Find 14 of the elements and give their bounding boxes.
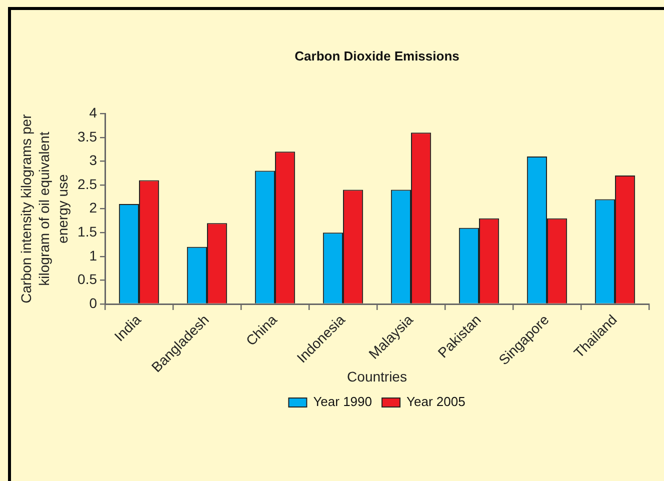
legend-label: Year 2005 <box>406 394 466 410</box>
y-tick-label: 3 <box>89 152 98 168</box>
legend-label: Year 1990 <box>313 394 372 410</box>
y-tick-label: 1 <box>89 247 98 264</box>
chart-title: Carbon Dioxide Emissions <box>294 48 460 64</box>
y-tick-label: 1.5 <box>78 223 98 240</box>
y-tick-label: 2.5 <box>78 176 98 192</box>
y-tick-label: 0.5 <box>78 271 98 288</box>
y-tick-label: 2 <box>89 200 98 216</box>
x-axis-title: Countries <box>347 368 407 384</box>
y-tick-label: 0 <box>89 294 98 311</box>
y-tick-label: 4 <box>89 104 98 120</box>
y-tick-label: 3.5 <box>78 128 98 144</box>
y-axis-title: Carbon intensity kilograms per kilogram of oil equivalent energy use <box>18 114 70 304</box>
